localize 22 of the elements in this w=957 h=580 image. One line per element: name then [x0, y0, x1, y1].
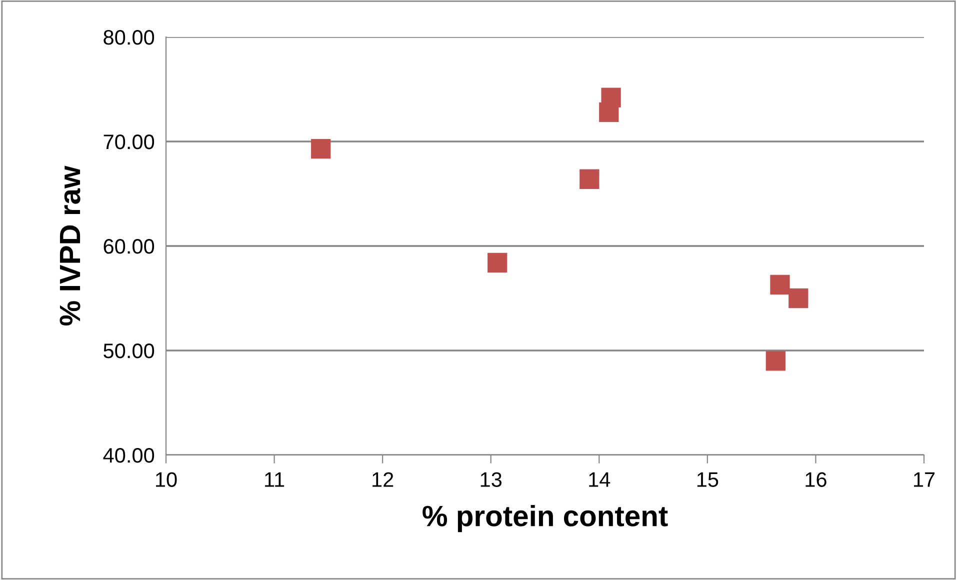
x-tick-label: 17	[914, 472, 935, 487]
point	[580, 169, 600, 189]
x-tick-label: 10	[156, 472, 177, 487]
y-tick-label: 60.00	[104, 239, 154, 254]
x-tick-label: 14	[589, 472, 610, 487]
y-axis-title: % IVPD raw	[60, 166, 80, 326]
point	[488, 252, 508, 273]
x-tick-label: 15	[697, 472, 718, 487]
x-axis-title: % protein content	[422, 504, 668, 532]
point	[770, 274, 790, 294]
point	[601, 88, 621, 108]
x-tick-label: 13	[480, 472, 502, 487]
x-tick-label: 11	[265, 472, 284, 487]
y-tick-label: 50.00	[104, 344, 154, 358]
y-tick-label: 40.00	[103, 448, 154, 463]
x-tick-label: 12	[372, 472, 394, 487]
y-tick-label: 70.00	[104, 134, 154, 150]
x-tick-label: 16	[806, 472, 826, 487]
point	[766, 351, 786, 371]
point	[311, 138, 331, 159]
y-tick-label: 80.00	[104, 30, 154, 45]
point	[788, 288, 808, 308]
